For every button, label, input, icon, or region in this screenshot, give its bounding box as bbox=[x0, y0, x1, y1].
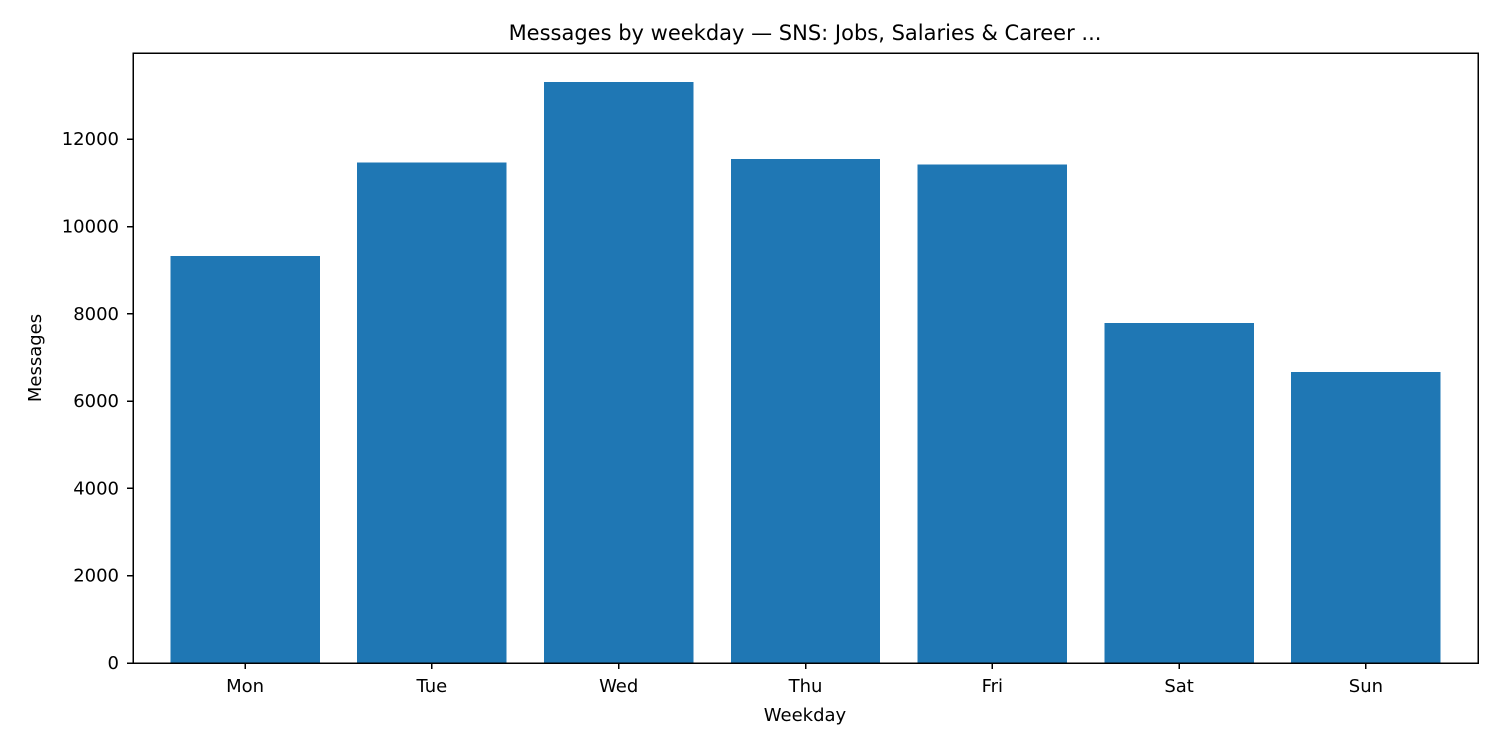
x-tick-label: Sat bbox=[1164, 676, 1194, 697]
x-tick-label: Sun bbox=[1349, 676, 1383, 697]
y-axis-label: Messages bbox=[25, 314, 46, 402]
bar-sun bbox=[1291, 371, 1441, 663]
y-tick-label: 8000 bbox=[73, 304, 119, 325]
x-tick-label: Fri bbox=[982, 676, 1003, 697]
y-tick-label: 4000 bbox=[73, 478, 119, 499]
x-axis-ticks: Mon Tue Wed Thu Fri Sat Sun bbox=[226, 663, 1383, 697]
bar-wed bbox=[543, 82, 694, 663]
x-tick-label: Mon bbox=[226, 676, 264, 697]
x-axis-label: Weekday bbox=[764, 705, 847, 726]
y-axis-ticks: 0 2000 4000 6000 8000 10000 12000 bbox=[62, 129, 133, 674]
x-tick-label: Wed bbox=[599, 676, 638, 697]
y-tick-label: 10000 bbox=[62, 217, 119, 238]
bar-thu bbox=[730, 158, 881, 663]
bars-group bbox=[170, 82, 1441, 663]
bar-mon bbox=[170, 255, 320, 663]
plot-frame bbox=[132, 52, 1479, 664]
y-tick-label: 0 bbox=[108, 653, 119, 674]
x-tick-label: Tue bbox=[416, 676, 448, 697]
bar-tue bbox=[357, 162, 507, 663]
y-tick-label: 6000 bbox=[73, 391, 119, 412]
chart-title: Messages by weekday — SNS: Jobs, Salarie… bbox=[509, 21, 1102, 45]
x-tick-label: Thu bbox=[788, 676, 823, 697]
y-tick-label: 12000 bbox=[62, 129, 119, 150]
bar-sat bbox=[1104, 323, 1254, 663]
y-tick-label: 2000 bbox=[73, 566, 119, 587]
bar-fri bbox=[917, 164, 1068, 663]
